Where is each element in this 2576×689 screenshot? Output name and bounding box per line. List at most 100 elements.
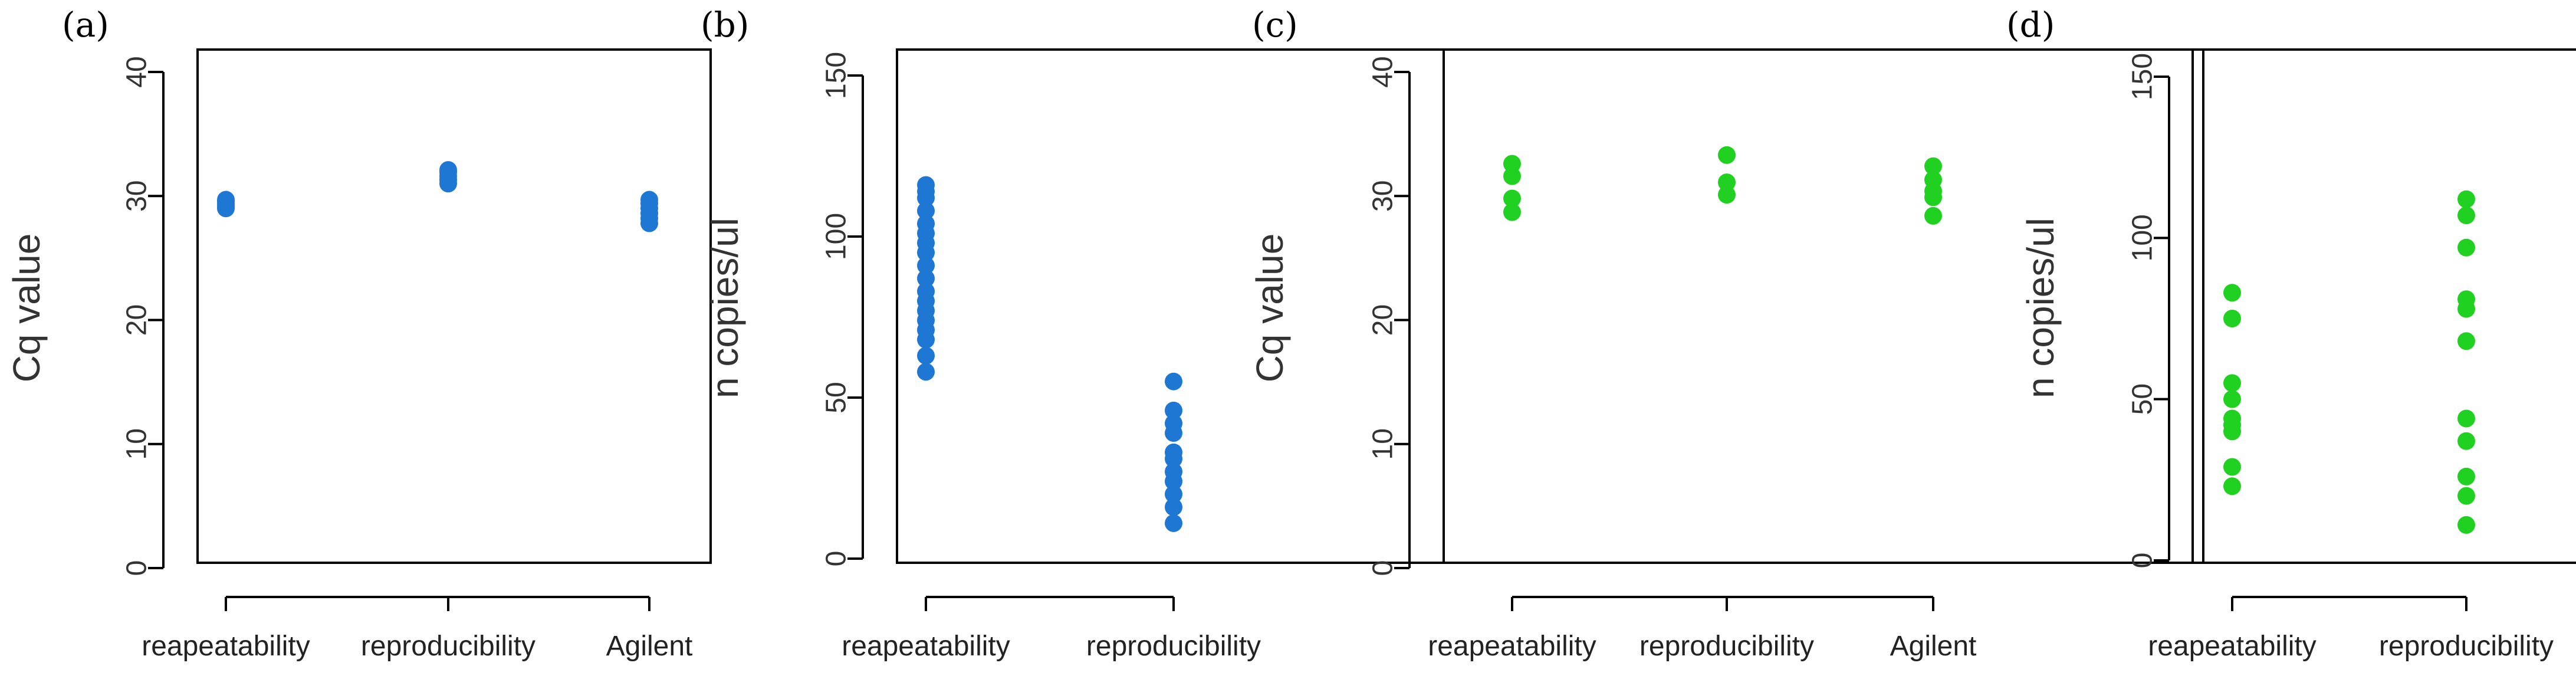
plot-frame xyxy=(896,48,2194,564)
y-tick-label: 50 xyxy=(2127,383,2158,415)
panel-3: (c) 0 10 20 30 40 Cq value reapeatability reprod… xyxy=(1248,5,2576,662)
panel-4: (d) 0 50 100 150 n copies/ul reapeatability rep… xyxy=(2006,5,2576,662)
data-point xyxy=(2223,390,2241,408)
panel-label: (c) xyxy=(1252,5,1298,45)
data-point xyxy=(1165,514,1182,532)
x-tick-label: Agilent xyxy=(1890,631,1977,662)
data-point xyxy=(917,269,935,287)
x-tick-label: reapeatability xyxy=(1428,631,1596,662)
y-tick-label: 0 xyxy=(1368,560,1399,576)
y-tick-label: 100 xyxy=(821,213,852,260)
y-axis-title: n copies/ul xyxy=(704,218,746,398)
series-Agilent xyxy=(1924,157,1942,225)
plot-frame xyxy=(1443,48,2576,564)
x-tick-label: Agilent xyxy=(606,631,693,662)
data-point xyxy=(1924,206,1942,225)
y-tick-label: 10 xyxy=(121,428,153,460)
data-point xyxy=(2457,409,2475,428)
data-point xyxy=(1165,443,1182,461)
data-point xyxy=(217,191,235,209)
series-reproducibility xyxy=(439,161,457,193)
data-point xyxy=(917,347,935,365)
series-reapeatability xyxy=(1503,155,1521,221)
data-point xyxy=(2223,374,2241,392)
x-tick-label: reapeatability xyxy=(2148,631,2317,662)
data-point xyxy=(917,215,935,233)
data-point xyxy=(1165,414,1182,432)
panel-label: (b) xyxy=(701,5,749,45)
data-point xyxy=(1165,485,1182,503)
y-axis-title: n copies/ul xyxy=(2019,218,2062,398)
y-tick-label: 10 xyxy=(1368,428,1399,460)
data-point xyxy=(917,176,935,194)
data-point xyxy=(2223,458,2241,476)
data-point xyxy=(1503,189,1521,208)
data-point xyxy=(1503,155,1521,173)
series-reproducibility xyxy=(2457,190,2475,534)
x-tick-label: reproducibility xyxy=(361,631,535,662)
data-point xyxy=(1165,401,1182,419)
panel-1: (a) 0 10 20 30 40 Cq value reapeatability reprod… xyxy=(5,5,712,662)
y-tick-label: 20 xyxy=(121,304,153,336)
data-point xyxy=(917,202,935,220)
y-tick-label: 30 xyxy=(1368,181,1399,212)
x-tick-label: reproducibility xyxy=(1639,631,1814,662)
series-Agilent xyxy=(640,191,658,232)
y-tick-label: 0 xyxy=(2127,553,2158,569)
series-reapeatability xyxy=(917,176,935,381)
y-tick-label: 20 xyxy=(1368,304,1399,336)
panel-label: (a) xyxy=(62,5,109,45)
series-reapeatability xyxy=(2223,284,2241,496)
data-point xyxy=(2457,332,2475,350)
data-point xyxy=(917,282,935,300)
data-point xyxy=(439,161,457,179)
data-point xyxy=(1718,186,1736,204)
plot-frame xyxy=(2202,48,2576,564)
data-point xyxy=(2457,238,2475,257)
data-point xyxy=(1718,173,1736,192)
y-tick-label: 0 xyxy=(821,551,852,567)
data-point xyxy=(2457,467,2475,485)
y-tick-label: 40 xyxy=(1368,56,1399,87)
x-tick-label: reproducibility xyxy=(1086,631,1261,662)
data-point xyxy=(1165,372,1182,391)
data-point xyxy=(1503,203,1521,221)
y-tick-label: 30 xyxy=(121,181,153,212)
data-point xyxy=(640,191,658,209)
data-point xyxy=(2457,190,2475,208)
data-point xyxy=(2457,516,2475,534)
y-tick-label: 0 xyxy=(121,560,153,576)
data-point xyxy=(917,257,935,275)
data-point xyxy=(1165,462,1182,481)
data-point xyxy=(2223,284,2241,302)
x-tick-label: reapeatability xyxy=(142,631,310,662)
data-point xyxy=(2457,487,2475,505)
x-tick-label: reproducibility xyxy=(2379,631,2554,662)
y-tick-label: 50 xyxy=(821,382,852,413)
data-point xyxy=(2223,310,2241,327)
data-point xyxy=(1924,170,1942,189)
data-point xyxy=(2223,409,2241,428)
data-point xyxy=(2457,206,2475,225)
data-point xyxy=(2223,477,2241,496)
y-tick-label: 100 xyxy=(2127,214,2158,261)
data-point xyxy=(1924,157,1942,175)
y-tick-label: 150 xyxy=(821,52,852,99)
data-point xyxy=(917,363,935,381)
data-point xyxy=(1503,167,1521,185)
y-tick-label: 150 xyxy=(2127,53,2158,100)
y-tick-label: 40 xyxy=(121,56,153,87)
y-axis-title: Cq value xyxy=(5,234,48,383)
y-axis-title: Cq value xyxy=(1248,234,1291,383)
data-point xyxy=(1718,146,1736,164)
data-point xyxy=(2457,432,2475,450)
x-tick-label: reapeatability xyxy=(842,631,1010,662)
data-point xyxy=(1165,498,1182,516)
series-reproducibility xyxy=(1718,146,1736,204)
data-point xyxy=(2457,290,2475,309)
plot-frame xyxy=(196,48,712,564)
series-reproducibility xyxy=(1165,372,1182,532)
panel-label: (d) xyxy=(2006,5,2055,45)
